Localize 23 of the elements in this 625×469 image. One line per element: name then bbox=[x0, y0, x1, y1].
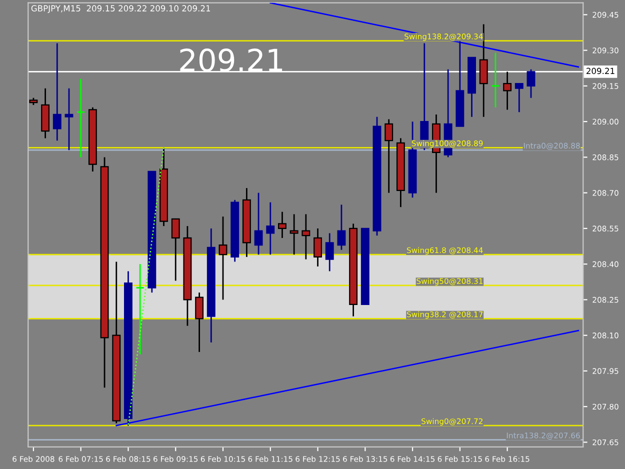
annotation: 209.21 bbox=[180, 48, 282, 72]
candlestick bbox=[314, 228, 322, 268]
candlestick bbox=[503, 70, 512, 110]
candlestick bbox=[195, 292, 204, 353]
candlestick bbox=[136, 263, 144, 356]
candlestick bbox=[52, 42, 62, 142]
candlestick bbox=[491, 52, 500, 108]
candlestick bbox=[218, 216, 228, 300]
candlestick bbox=[254, 192, 263, 256]
candlestick bbox=[325, 232, 334, 272]
candlestick bbox=[337, 204, 346, 251]
candlestick bbox=[64, 88, 74, 151]
candlestick bbox=[76, 78, 86, 158]
candlestick bbox=[266, 202, 275, 256]
ref-line-label: 209.21 bbox=[586, 68, 614, 74]
candlestick bbox=[171, 218, 180, 282]
chart-title: GBPJPY,M15 209.15 209.22 209.10 209.21 bbox=[31, 5, 210, 14]
candlestick bbox=[278, 211, 286, 239]
candlestick bbox=[384, 118, 394, 194]
candlestick bbox=[290, 214, 298, 256]
candlestick bbox=[514, 82, 524, 113]
candlestick bbox=[526, 68, 536, 99]
candlestick bbox=[302, 214, 310, 260]
